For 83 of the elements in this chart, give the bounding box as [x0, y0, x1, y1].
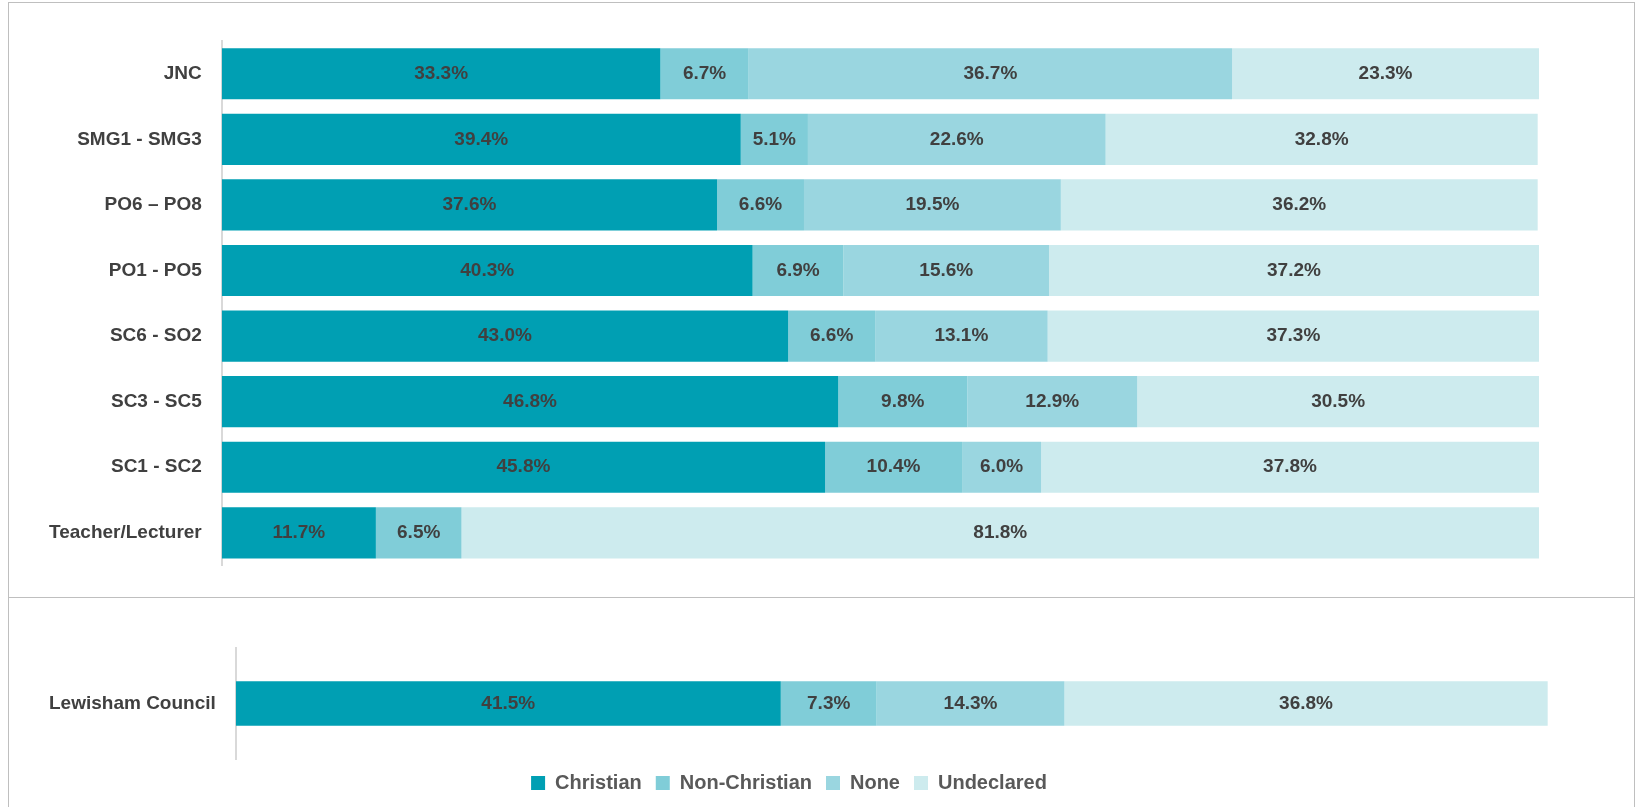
data-label: 39.4%	[454, 127, 509, 149]
data-label: 36.2%	[1272, 193, 1327, 215]
bar	[788, 310, 876, 362]
data-label: 6.0%	[979, 455, 1024, 477]
data-label: 43.0%	[478, 324, 533, 346]
data-label: 10.4%	[866, 455, 921, 477]
data-label: 41.5%	[481, 691, 536, 713]
bar	[740, 113, 808, 165]
data-label: 37.8%	[1263, 455, 1318, 477]
bar	[1041, 441, 1539, 493]
bar	[807, 113, 1106, 165]
data-label: 6.7%	[682, 62, 727, 84]
data-label: 45.8%	[496, 455, 551, 477]
y-tick-label: PO1 - PO5	[108, 258, 203, 280]
data-label: 30.5%	[1311, 389, 1366, 411]
bar	[235, 681, 781, 726]
y-tick-label: SC1 - SC2	[110, 455, 202, 477]
bar	[1048, 244, 1539, 297]
y-tick-label: Lewisham Council	[48, 691, 216, 713]
bar	[1047, 310, 1539, 362]
bar	[375, 507, 462, 559]
bar	[838, 376, 968, 428]
y-tick-label: Teacher/Lecturer	[48, 521, 203, 543]
data-label: 36.8%	[1279, 691, 1334, 713]
data-label: 37.2%	[1267, 258, 1322, 280]
bar	[717, 179, 804, 231]
data-label: 6.9%	[776, 258, 820, 280]
y-tick-label: SC3 - SC5	[110, 389, 203, 411]
data-label: 37.6%	[442, 193, 497, 215]
bar	[221, 179, 718, 231]
bar	[660, 48, 749, 100]
bar	[221, 310, 789, 362]
data-label: 6.6%	[809, 324, 854, 346]
data-label: 37.3%	[1266, 324, 1321, 346]
bar	[748, 48, 1233, 100]
bar	[221, 507, 376, 559]
data-label: 33.3%	[414, 62, 469, 84]
bar	[1232, 48, 1539, 100]
data-label: 32.8%	[1294, 127, 1349, 149]
data-label: 15.6%	[919, 258, 974, 280]
legend-label: None	[849, 770, 900, 793]
bar	[876, 681, 1065, 726]
y-tick-label: SMG1 - SMG3	[77, 127, 202, 149]
bar	[221, 441, 826, 493]
data-label: 36.7%	[963, 62, 1018, 84]
data-label: 19.5%	[905, 193, 960, 215]
bar	[875, 310, 1048, 362]
data-label: 12.9%	[1025, 389, 1080, 411]
y-tick-label: SC6 - SO2	[109, 324, 202, 346]
data-label: 13.1%	[934, 324, 989, 346]
data-label: 9.8%	[881, 389, 925, 411]
data-label: 22.6%	[929, 127, 984, 149]
data-label: 6.6%	[738, 193, 783, 215]
data-label: 5.1%	[752, 127, 797, 149]
legend-label: Non-Christian	[679, 770, 812, 793]
bar	[962, 441, 1042, 493]
data-label: 81.8%	[973, 521, 1028, 543]
y-tick-label: PO6 – PO8	[104, 193, 202, 215]
bar	[461, 507, 1539, 559]
bar	[803, 179, 1061, 231]
y-tick-label: JNC	[163, 62, 203, 84]
bar	[1137, 376, 1539, 428]
data-label: 11.7%	[272, 521, 326, 543]
bar	[1064, 681, 1548, 726]
legend-label: Christian	[555, 770, 642, 793]
bar	[843, 244, 1049, 297]
data-label: 14.3%	[943, 691, 998, 713]
bar	[221, 48, 661, 100]
bar	[1060, 179, 1538, 231]
bar	[1105, 113, 1538, 165]
bar	[221, 244, 753, 297]
data-label: 7.3%	[807, 691, 851, 713]
bar	[780, 681, 877, 726]
data-label: 23.3%	[1358, 62, 1413, 84]
bar	[825, 441, 963, 493]
bar	[967, 376, 1138, 428]
data-label: 46.8%	[503, 389, 558, 411]
data-label: 6.5%	[397, 521, 441, 543]
bar	[752, 244, 844, 297]
bar	[221, 113, 741, 165]
bar	[221, 376, 839, 428]
legend-label: Undeclared	[937, 770, 1047, 793]
data-label: 40.3%	[460, 258, 515, 280]
